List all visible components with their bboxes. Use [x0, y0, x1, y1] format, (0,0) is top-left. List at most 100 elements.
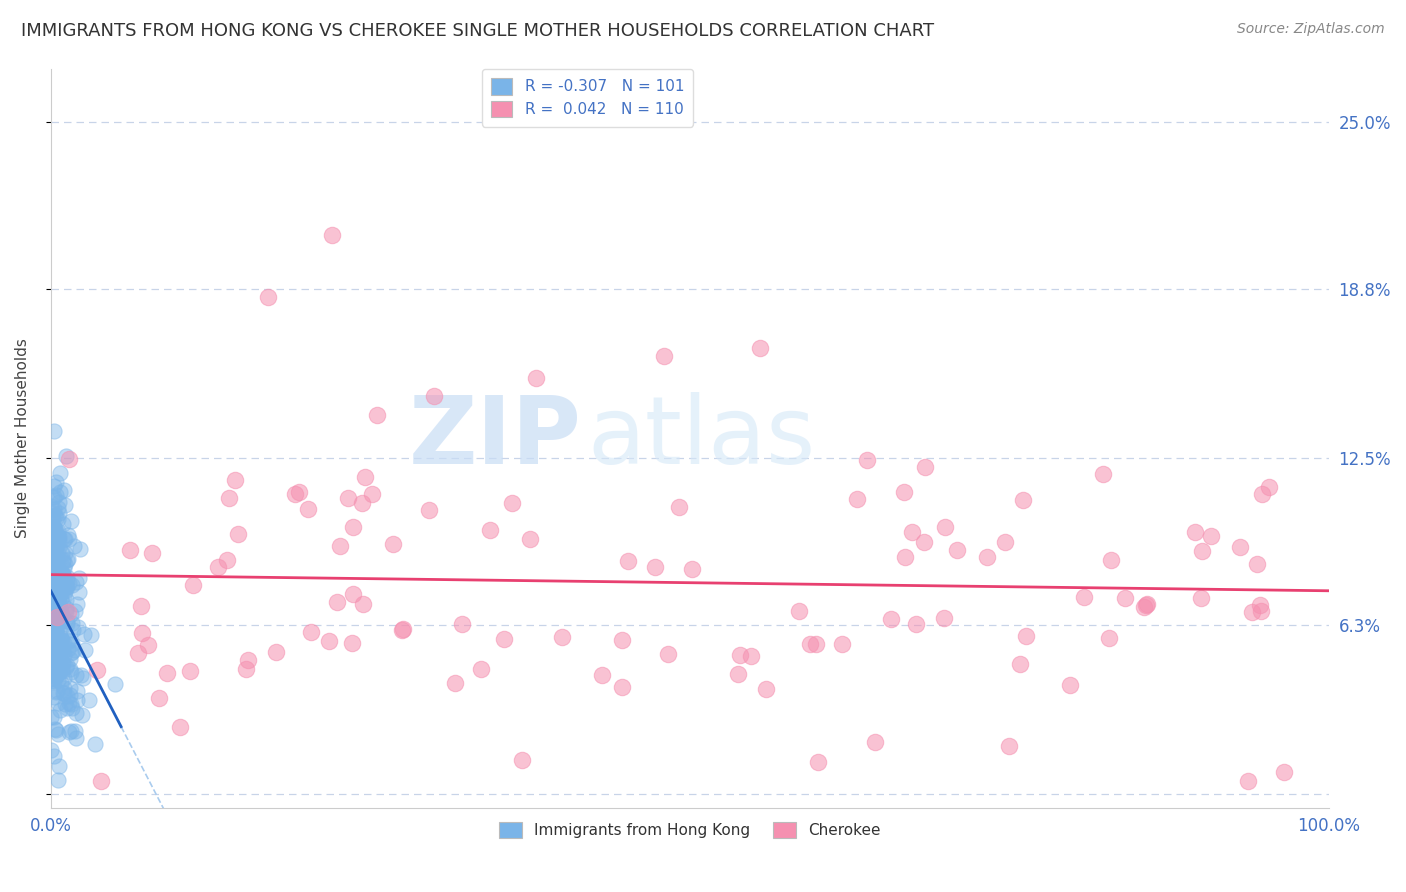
Point: [41, 583, 63, 598]
Legend: Immigrants from Hong Kong, Cherokee: Immigrants from Hong Kong, Cherokee: [492, 816, 887, 845]
Point: [42, 645, 65, 659]
Point: [48, 587, 70, 601]
Point: [67, 571, 90, 585]
Point: [131, 625, 153, 640]
Point: [127, 646, 149, 660]
Point: [41, 506, 63, 520]
Point: [44, 425, 66, 439]
Point: [41, 647, 63, 661]
Point: [45, 541, 67, 556]
Point: [1059, 678, 1081, 692]
Point: [56, 569, 79, 583]
Point: [44, 619, 66, 633]
Point: [42, 590, 65, 604]
Point: [52, 681, 75, 695]
Point: [58, 641, 80, 656]
Point: [77, 693, 100, 707]
Text: Source: ZipAtlas.com: Source: ZipAtlas.com: [1237, 22, 1385, 37]
Point: [44, 690, 66, 705]
Point: [1015, 629, 1038, 643]
Point: [44, 539, 66, 553]
Point: [1236, 773, 1258, 788]
Point: [1249, 598, 1271, 612]
Point: [41, 571, 63, 585]
Point: [325, 595, 347, 609]
Point: [45, 669, 67, 683]
Point: [1114, 591, 1136, 606]
Point: [51, 633, 73, 648]
Point: [44, 651, 66, 665]
Point: [845, 491, 868, 506]
Point: [41, 537, 63, 551]
Point: [46, 599, 69, 614]
Point: [39, 569, 62, 583]
Point: [39, 557, 62, 571]
Point: [1199, 529, 1222, 543]
Point: [55, 604, 77, 618]
Point: [58, 575, 80, 590]
Point: [44, 628, 66, 642]
Point: [238, 653, 260, 667]
Point: [39, 591, 62, 605]
Point: [41, 639, 63, 653]
Point: [70, 707, 93, 722]
Point: [45, 625, 67, 640]
Point: [42, 478, 65, 492]
Point: [62, 637, 84, 651]
Point: [48, 641, 70, 656]
Point: [41, 589, 63, 603]
Point: [39, 598, 62, 612]
Point: [934, 611, 956, 625]
Point: [41, 636, 63, 650]
Point: [41, 665, 63, 679]
Point: [340, 636, 363, 650]
Point: [45, 543, 67, 558]
Point: [41, 582, 63, 597]
Point: [41, 617, 63, 632]
Point: [41, 546, 63, 560]
Point: [39, 608, 62, 623]
Point: [45, 558, 67, 572]
Point: [1099, 553, 1122, 567]
Point: [52, 636, 75, 650]
Point: [41, 638, 63, 652]
Point: [49, 566, 72, 581]
Point: [893, 485, 915, 500]
Point: [55, 546, 77, 560]
Point: [45, 602, 67, 616]
Point: [1133, 600, 1156, 615]
Point: [46, 574, 69, 589]
Point: [46, 524, 69, 538]
Point: [1135, 598, 1157, 612]
Point: [342, 519, 364, 533]
Point: [67, 585, 90, 599]
Point: [46, 543, 69, 558]
Point: [45, 540, 67, 554]
Point: [44, 594, 66, 608]
Point: [55, 601, 77, 615]
Point: [44, 606, 66, 620]
Point: [44, 614, 66, 628]
Point: [46, 600, 69, 615]
Point: [60, 578, 83, 592]
Point: [183, 577, 205, 591]
Point: [42, 653, 65, 667]
Point: [179, 665, 201, 679]
Point: [45, 488, 67, 502]
Point: [1229, 540, 1251, 554]
Point: [41, 651, 63, 665]
Point: [45, 630, 67, 644]
Point: [39, 557, 62, 571]
Point: [42, 547, 65, 561]
Point: [901, 524, 924, 539]
Point: [41, 624, 63, 639]
Point: [45, 526, 67, 541]
Point: [90, 773, 112, 788]
Point: [350, 495, 373, 509]
Point: [44, 521, 66, 535]
Point: [53, 698, 76, 712]
Point: [39, 577, 62, 591]
Point: [328, 539, 350, 553]
Point: [41, 544, 63, 558]
Point: [48, 494, 70, 508]
